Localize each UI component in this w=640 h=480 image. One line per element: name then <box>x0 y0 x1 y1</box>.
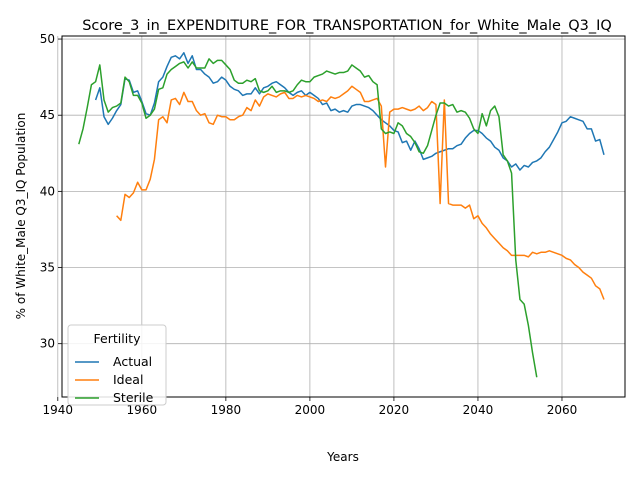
legend-box <box>67 324 167 406</box>
series-line-sterile <box>78 58 538 378</box>
y-tick-label: 40 <box>40 184 55 198</box>
chart-title: Score_3_in_EXPENDITURE_FOR_TRANSPORTATIO… <box>82 18 612 34</box>
series-line-actual <box>94 52 605 171</box>
y-axis: 30 35 40 45 50 <box>40 32 62 351</box>
y-tick-label: 50 <box>40 32 55 46</box>
series-line-ideal <box>116 85 605 300</box>
y-axis-label: % of White_Male Q3_IQ Population <box>14 113 28 320</box>
legend-label-actual: Actual <box>113 354 152 369</box>
x-tick-label: 2040 <box>463 403 494 417</box>
y-tick-label: 45 <box>40 108 55 122</box>
plot-frame <box>61 35 626 398</box>
legend-title: Fertility <box>94 331 142 346</box>
legend: Fertility Actual Ideal Sterile <box>67 324 167 406</box>
legend-label-sterile: Sterile <box>113 390 154 405</box>
x-tick-label: 2020 <box>379 403 410 417</box>
series-lines <box>78 52 605 378</box>
y-tick-label: 30 <box>40 337 55 351</box>
y-tick-label: 35 <box>40 261 55 275</box>
x-tick-label: 1980 <box>211 403 242 417</box>
x-tick-label: 1940 <box>43 403 74 417</box>
x-axis: 1940 1960 1980 2000 2020 2040 2060 <box>43 397 578 417</box>
x-tick-label: 1960 <box>127 403 158 417</box>
x-tick-label: 2000 <box>295 403 326 417</box>
x-tick-label: 2060 <box>547 403 578 417</box>
x-axis-label: Years <box>326 450 359 464</box>
legend-label-ideal: Ideal <box>113 372 143 387</box>
